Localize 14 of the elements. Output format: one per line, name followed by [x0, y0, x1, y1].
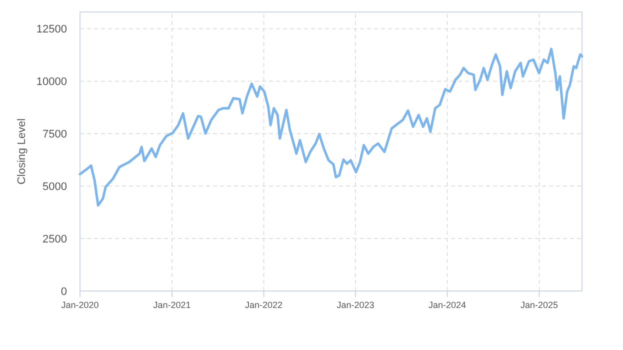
y-tick-label: 5000 — [42, 180, 67, 193]
x-tick-label: Jan-2022 — [244, 300, 283, 310]
x-tick-label: Jan-2025 — [520, 300, 558, 310]
x-tick-label: Jan-2024 — [428, 300, 466, 310]
y-tick-label: 10000 — [36, 76, 67, 88]
y-tick-label: 12500 — [36, 24, 67, 36]
line-series — [78, 48, 584, 207]
y-axis-title: Closing Level — [16, 118, 28, 185]
y-tick-label: 7500 — [42, 128, 67, 141]
x-tick-label: Jan-2020 — [61, 300, 99, 310]
x-tick-label: Jan-2023 — [336, 300, 374, 310]
y-tick-label: 0 — [60, 286, 67, 298]
x-tick-label: Jan-2021 — [153, 300, 191, 310]
y-tick-label: 2500 — [42, 233, 67, 246]
